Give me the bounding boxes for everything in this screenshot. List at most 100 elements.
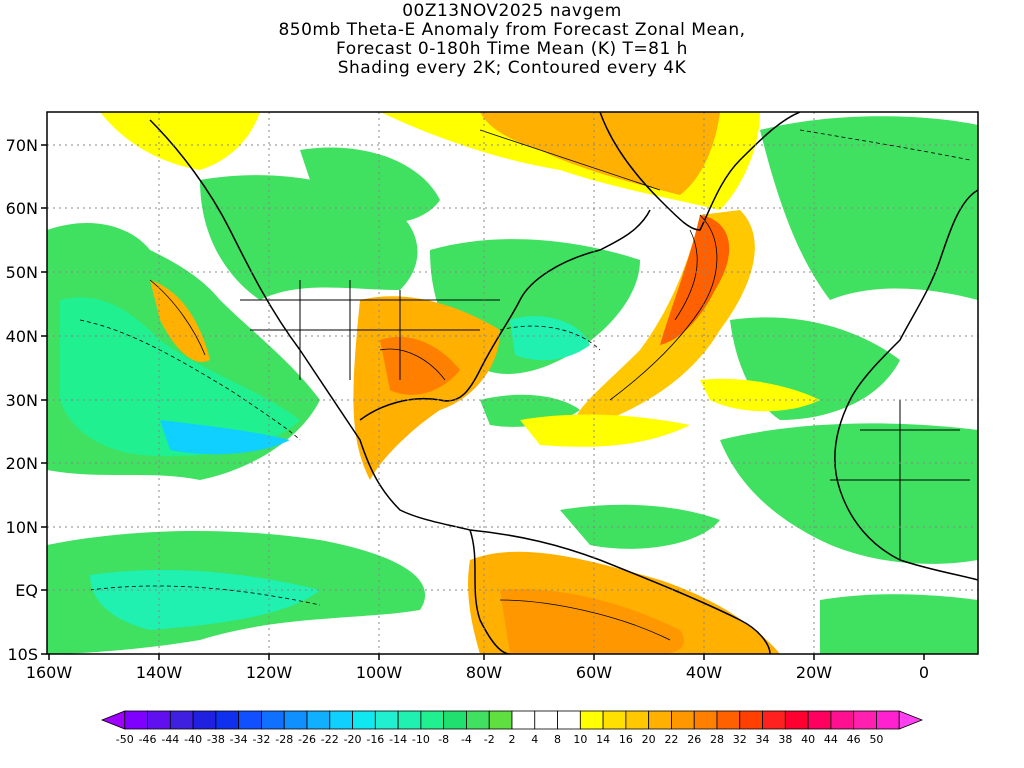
lon-label: 80W bbox=[466, 663, 502, 682]
neg-region-atl-core bbox=[510, 316, 590, 361]
colorbar-swatch bbox=[329, 710, 353, 730]
lon-label: 20W bbox=[796, 663, 832, 682]
land-outline-north-america bbox=[149, 119, 651, 531]
colorbar-swatch bbox=[557, 710, 581, 730]
colorbar-label: 22 bbox=[664, 733, 678, 746]
colorbar-swatch bbox=[784, 710, 809, 730]
title-line-4: Shading every 2K; Contoured every 4K bbox=[337, 58, 687, 78]
colorbar-label: 38 bbox=[778, 733, 792, 746]
tick-marks bbox=[41, 144, 925, 660]
colorbar-label: -20 bbox=[344, 733, 362, 746]
lat-label: 60N bbox=[6, 199, 38, 218]
pos-region-westafrica bbox=[700, 378, 820, 412]
colorbar-swatch bbox=[511, 710, 536, 730]
lat-label: 10S bbox=[7, 645, 38, 664]
colorbar-label: -32 bbox=[252, 733, 270, 746]
colorbar-swatch bbox=[716, 710, 741, 730]
colorbar-label: 40 bbox=[801, 733, 815, 746]
colorbar-label: 4 bbox=[531, 733, 538, 746]
colorbar-swatch bbox=[762, 710, 786, 730]
colorbar-label: 8 bbox=[554, 733, 561, 746]
lat-label: 40N bbox=[6, 327, 38, 346]
title-line-1: 00Z13NOV2025 navgem bbox=[402, 1, 622, 21]
colorbar-swatch bbox=[898, 710, 924, 730]
colorbar-label: -26 bbox=[298, 733, 316, 746]
lat-label: 10N bbox=[6, 518, 38, 537]
colorbar-label: -44 bbox=[161, 733, 179, 746]
colorbar-label: 10 bbox=[573, 733, 587, 746]
colorbar-label: -22 bbox=[321, 733, 339, 746]
colorbar-swatch bbox=[420, 710, 445, 730]
colorbar-swatch bbox=[100, 710, 126, 730]
lat-label: 50N bbox=[6, 263, 38, 282]
colorbar-swatch bbox=[807, 710, 832, 730]
country-borders bbox=[240, 280, 970, 560]
colorbar-swatch bbox=[443, 710, 467, 730]
colorbar-label: -46 bbox=[139, 733, 157, 746]
anomaly-field bbox=[47, 112, 978, 654]
neg-region-tropatl bbox=[560, 504, 720, 549]
colorbar-label: 50 bbox=[869, 733, 883, 746]
lon-label: 100W bbox=[356, 663, 403, 682]
lon-label: 60W bbox=[576, 663, 612, 682]
colorbar-label: -34 bbox=[230, 733, 248, 746]
colorbar-swatch bbox=[283, 710, 308, 730]
colorbar-swatch bbox=[261, 710, 285, 730]
colorbar-swatch bbox=[352, 710, 376, 730]
lat-label: 70N bbox=[6, 136, 38, 155]
colorbar-label: 20 bbox=[642, 733, 656, 746]
colorbar-swatch bbox=[625, 710, 650, 730]
colorbar-swatch bbox=[488, 710, 513, 730]
colorbar-label: 44 bbox=[824, 733, 838, 746]
lon-label: 120W bbox=[246, 663, 293, 682]
colorbar-swatch bbox=[602, 710, 627, 730]
lon-label: 140W bbox=[136, 663, 183, 682]
contour-lines bbox=[149, 129, 718, 641]
colorbar-label: -16 bbox=[366, 733, 384, 746]
colorbar-label: 28 bbox=[710, 733, 724, 746]
colorbar-swatch bbox=[534, 710, 558, 730]
neg-region-eqpac-inner bbox=[90, 570, 320, 630]
title-line-2: 850mb Theta-E Anomaly from Forecast Zona… bbox=[278, 20, 746, 40]
colorbar-label: -50 bbox=[116, 733, 134, 746]
colorbar-label: -40 bbox=[184, 733, 202, 746]
colorbar-label: -10 bbox=[412, 733, 430, 746]
colorbar-label: 32 bbox=[733, 733, 747, 746]
neg-region-africa bbox=[720, 423, 978, 564]
colorbar-label: 14 bbox=[596, 733, 610, 746]
title-block: 00Z13NOV2025 navgem 850mb Theta-E Anomal… bbox=[0, 2, 1024, 78]
lon-label: 160W bbox=[26, 663, 73, 682]
colorbar-swatch bbox=[306, 710, 331, 730]
lon-label: 40W bbox=[686, 663, 722, 682]
pos-region-alaska bbox=[100, 112, 260, 170]
title-line-3: Forecast 0-180h Time Mean (K) T=81 h bbox=[336, 39, 688, 59]
colorbar-swatch bbox=[830, 710, 855, 730]
colorbar-label: -28 bbox=[275, 733, 293, 746]
colorbar-swatch bbox=[147, 710, 171, 730]
colorbar-swatch bbox=[466, 710, 490, 730]
colorbar-labels: -50 -46 -44 -40 -38 -34 -32 -28 -26 -22 -20 -16 -14-… bbox=[116, 733, 884, 746]
colorbar-label: 16 bbox=[619, 733, 633, 746]
colorbar-label: 34 bbox=[756, 733, 770, 746]
colorbar-swatch bbox=[238, 710, 262, 730]
pos-region-caribbean bbox=[520, 414, 690, 447]
colorbar-label: 26 bbox=[687, 733, 701, 746]
colorbar-label: -4 bbox=[461, 733, 472, 746]
colorbar-swatch bbox=[876, 710, 900, 730]
colorbar-label: -8 bbox=[438, 733, 449, 746]
colorbar-swatch bbox=[192, 710, 217, 730]
colorbar-swatch bbox=[739, 710, 763, 730]
colorbar-swatch bbox=[579, 710, 604, 730]
lat-label: 20N bbox=[6, 454, 38, 473]
pos-region-arctic-core bbox=[480, 112, 720, 195]
colorbar-swatch bbox=[397, 710, 422, 730]
colorbar-swatch bbox=[124, 710, 148, 730]
lat-labels: 70N 60N 50N 40N 30N 20N 10N EQ 10S bbox=[6, 136, 38, 664]
colorbar-label: 46 bbox=[847, 733, 861, 746]
neg-region-sa-east bbox=[820, 594, 978, 654]
pos-region-pac-plume bbox=[150, 280, 210, 362]
land-outline-south-america bbox=[469, 529, 771, 654]
pos-region-sa-core bbox=[500, 589, 684, 654]
colorbar-swatch bbox=[648, 710, 672, 730]
